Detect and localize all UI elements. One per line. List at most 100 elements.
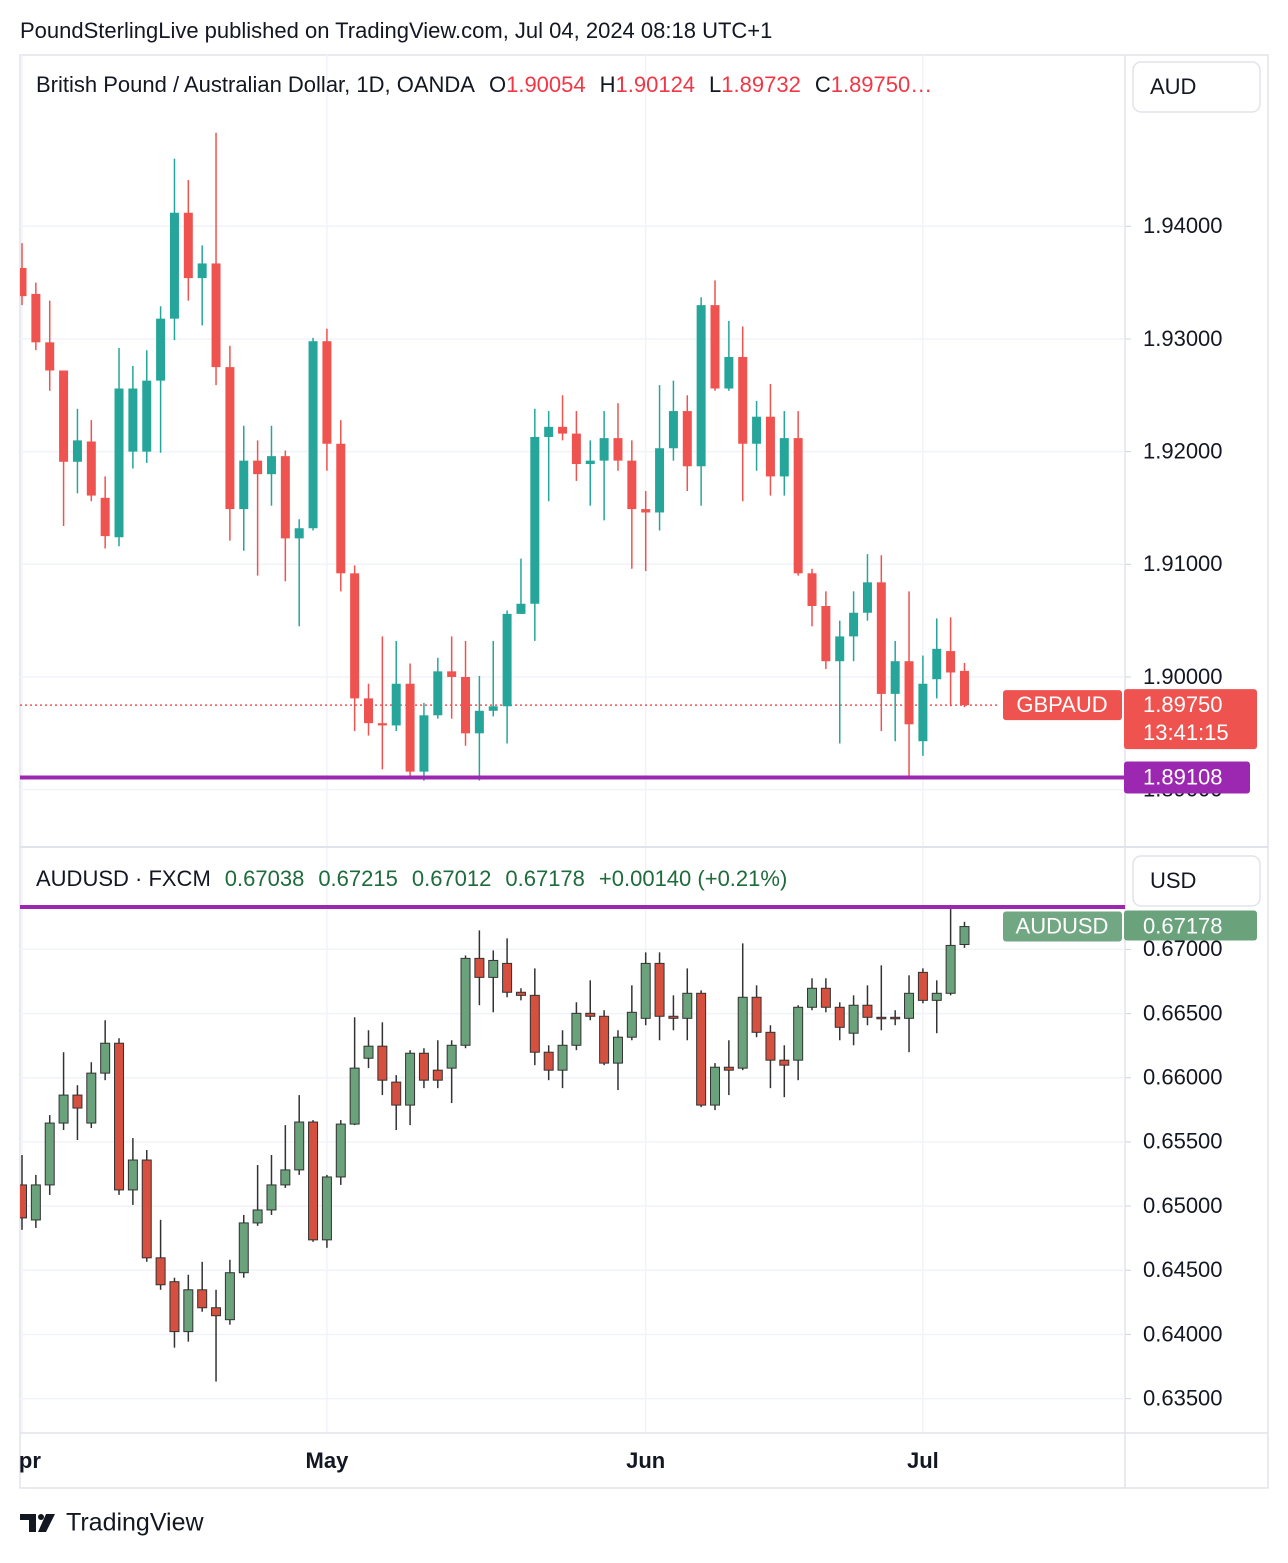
- x-tick-label: Jun: [626, 1448, 665, 1473]
- candle-body: [668, 411, 678, 449]
- candle-body: [100, 497, 110, 537]
- candle-body: [391, 1081, 402, 1106]
- legend-key: L: [709, 72, 721, 97]
- pane: [20, 55, 1125, 846]
- candle-body: [155, 1257, 166, 1286]
- last-price-label: 1.89750: [1143, 692, 1223, 717]
- candle-body: [211, 263, 221, 368]
- symbol-tag-label: GBPAUD: [1016, 692, 1107, 717]
- candle-body: [654, 962, 665, 1017]
- candle-body: [20, 1184, 27, 1219]
- symbol-tag: [1003, 911, 1122, 942]
- candle-body: [779, 438, 789, 477]
- pane-legend: AUDUSD · FXCM 0.67038 0.67215 0.67012 0.6717…: [36, 866, 787, 891]
- candle-body: [321, 1176, 332, 1241]
- candle-body: [86, 1072, 97, 1124]
- candle-body: [599, 1015, 610, 1064]
- candle-body: [474, 957, 485, 978]
- candle-body: [294, 528, 304, 539]
- candle-body: [738, 356, 748, 444]
- candle-body: [765, 1031, 776, 1061]
- candle-body: [253, 460, 263, 475]
- candle-body: [793, 1006, 804, 1061]
- candle-body: [58, 1094, 69, 1124]
- candle-body: [945, 944, 956, 994]
- legend-value: 1.89732: [721, 72, 801, 97]
- hline-label: 1.89108: [1143, 764, 1223, 789]
- candle-body: [252, 1209, 263, 1224]
- candle-body: [557, 1044, 568, 1071]
- candle-body: [876, 1016, 887, 1020]
- pane-legend: British Pound / Australian Dollar, 1D, O…: [36, 72, 932, 97]
- y-tick-label: 1.92000: [1143, 438, 1223, 463]
- candle-body: [723, 1066, 734, 1071]
- y-tick-label: 0.65000: [1143, 1193, 1223, 1218]
- candle-body: [627, 460, 637, 510]
- x-tick-label: Apr: [3, 1448, 41, 1473]
- candle-body: [917, 971, 928, 1001]
- candle-body: [488, 706, 498, 711]
- candle-body: [932, 648, 942, 680]
- candle-body: [710, 305, 720, 389]
- symbol-tag: [1003, 690, 1122, 721]
- candle-body: [31, 293, 41, 343]
- legend-value: 1.90054: [506, 72, 586, 97]
- y-tick-label: 1.91000: [1143, 551, 1223, 576]
- candle-body: [349, 1067, 360, 1125]
- candle-body: [530, 436, 540, 604]
- candle-body: [599, 438, 609, 461]
- candle-body: [848, 1004, 859, 1034]
- y-tick-label: 1.90000: [1143, 664, 1223, 689]
- candle-body: [655, 448, 665, 513]
- currency-label: AUD: [1150, 74, 1196, 99]
- candle-body: [169, 212, 179, 319]
- candle-body: [127, 1159, 138, 1191]
- x-tick-label: Jul: [907, 1448, 939, 1473]
- candle-body: [571, 1012, 582, 1046]
- candle-body: [668, 1015, 679, 1019]
- candle-body: [682, 992, 693, 1019]
- candle-body: [585, 460, 595, 465]
- candle-body: [447, 671, 457, 677]
- pane: [20, 848, 1125, 1432]
- candle-body: [391, 683, 401, 726]
- last-price-label: 0.67178: [1143, 913, 1223, 938]
- candle-body: [335, 1123, 346, 1178]
- legend-key: O: [489, 72, 506, 97]
- frame: [19, 54, 1269, 1489]
- plot-layer: 1.890001.900001.910001.920001.930001.940…: [3, 55, 1261, 1473]
- candle-body: [418, 1052, 429, 1081]
- candle-body: [696, 992, 707, 1106]
- candle-body: [45, 342, 55, 371]
- candle-body: [682, 411, 692, 467]
- legend-value: 0.67178: [505, 866, 585, 891]
- candle-body: [280, 1169, 291, 1186]
- y-tick-label: 0.64000: [1143, 1321, 1223, 1346]
- currency-box: [1132, 855, 1261, 907]
- currency-label: USD: [1150, 868, 1196, 893]
- time-axis: Apr May Jun Jul: [3, 1448, 939, 1473]
- candle-body: [59, 370, 69, 462]
- candle-body: [959, 670, 969, 706]
- candle-body: [405, 1052, 416, 1106]
- candle-body: [931, 992, 942, 1001]
- candle-body: [515, 991, 526, 996]
- candle-body: [890, 661, 900, 694]
- legend-value: 0.67038: [225, 866, 305, 891]
- hline-box: [1124, 761, 1250, 794]
- candle-body: [807, 573, 817, 606]
- candle-body: [474, 710, 484, 734]
- candle-body: [779, 1059, 790, 1066]
- candle-body: [641, 509, 651, 513]
- candle-body: [114, 1042, 125, 1191]
- candle-body: [710, 1066, 720, 1106]
- candle-body: [183, 212, 193, 279]
- candle-body: [821, 605, 831, 662]
- candle-body: [141, 1159, 152, 1259]
- candle-body: [488, 959, 499, 978]
- y-tick-label: 0.64500: [1143, 1257, 1223, 1282]
- candle-body: [433, 671, 443, 716]
- candle-body: [904, 992, 915, 1019]
